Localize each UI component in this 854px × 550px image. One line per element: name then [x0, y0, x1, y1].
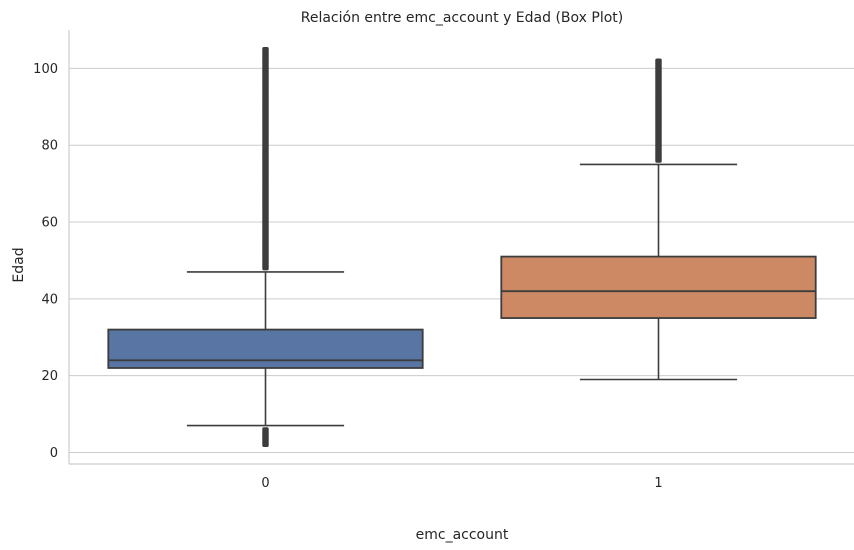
y-tick-label: 100: [33, 62, 58, 77]
y-tick-label: 60: [41, 216, 58, 231]
outlier-point: [262, 427, 269, 432]
box-iqr: [500, 255, 817, 319]
box-iqr: [107, 328, 424, 369]
chart-title: Relación entre emc_account y Edad (Box P…: [301, 10, 624, 26]
y-tick-label: 0: [50, 446, 58, 461]
y-tick-label: 80: [41, 139, 58, 154]
plot-area: 0 20 40 60 80 100 0 1: [33, 30, 854, 491]
outlier-point: [655, 58, 662, 63]
y-axis-label: Edad: [11, 247, 27, 282]
x-tick-label: 1: [654, 476, 662, 491]
x-axis-label: emc_account: [416, 527, 509, 543]
x-tick-label: 0: [261, 476, 269, 491]
y-tick-label: 20: [41, 369, 58, 384]
outlier-point: [262, 47, 269, 52]
y-tick-label: 40: [41, 292, 58, 307]
